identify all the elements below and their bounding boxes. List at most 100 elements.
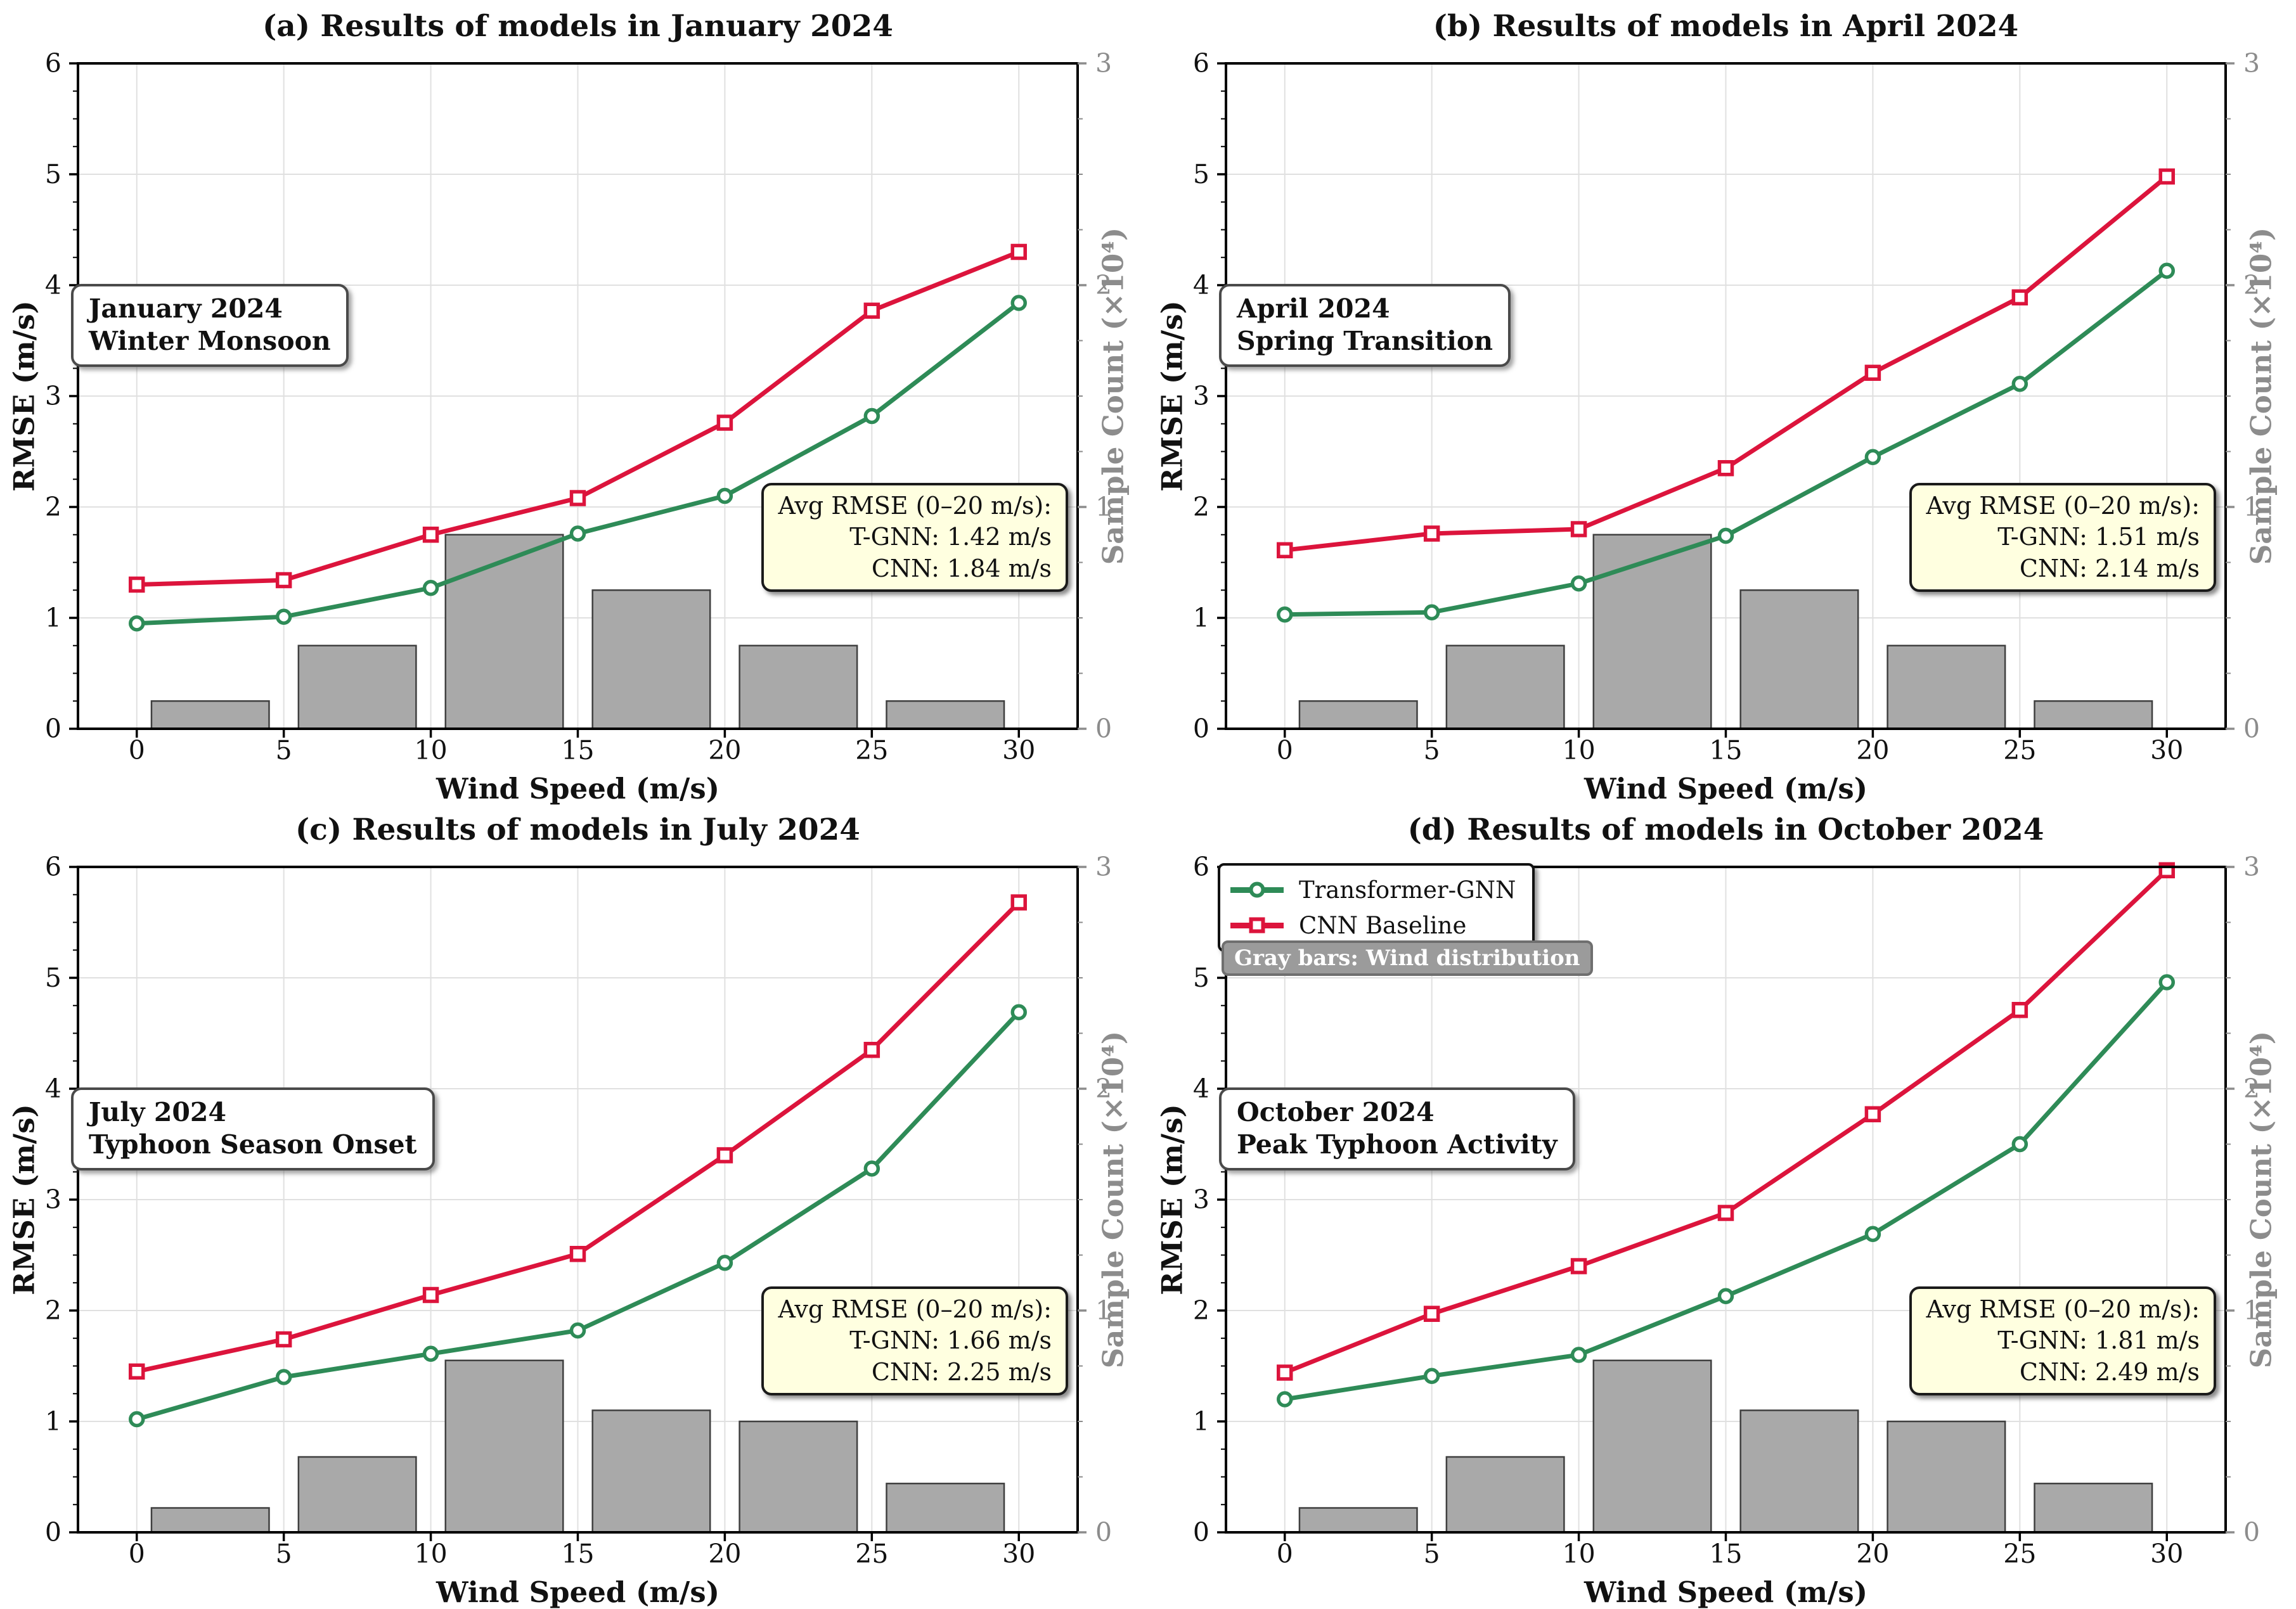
tgnn-marker — [129, 615, 145, 632]
wind-distribution-bar — [1298, 1507, 1418, 1534]
annotation-line: Peak Typhoon Activity — [1237, 1129, 1558, 1160]
legend-item-tgnn: Transformer-GNN — [1230, 872, 1516, 907]
y-left-tick-label: 4 — [1193, 1074, 1209, 1104]
tgnn-marker — [1277, 606, 1293, 623]
wind-distribution-bar — [1445, 644, 1565, 730]
cnn-marker — [129, 576, 145, 593]
y-axis-label-right: Sample Count (×10⁴) — [2244, 1030, 2278, 1369]
cnn-marker — [422, 527, 439, 543]
legend-item-cnn: CNN Baseline — [1230, 907, 1516, 943]
gray-bars-note-badge: Gray bars: Wind distribution — [1222, 940, 1593, 976]
y-right-tick-label: 0 — [1095, 714, 1112, 744]
chart-april-canvas: 0 1 2 3 4 5 6 0 5 10 15 20 25 30 0 1 2 3 — [1193, 48, 2260, 766]
y-left-tick-label: 2 — [1193, 492, 1209, 522]
month-annotation-box: January 2024 Winter Monsoon — [71, 284, 349, 367]
cnn-marker — [1277, 542, 1293, 558]
tgnn-line-swatch — [1230, 881, 1284, 898]
wind-distribution-bar — [444, 1359, 564, 1534]
y-left-tick-label: 3 — [45, 1184, 61, 1215]
y-left-tick-label: 4 — [1193, 270, 1209, 300]
y-right-tick-label: 1 — [1095, 492, 1112, 522]
cnn-marker — [275, 572, 292, 589]
y-left-tick-label: 5 — [1193, 963, 1209, 993]
y-left-tick-label: 5 — [45, 159, 61, 189]
x-tick-label: 30 — [2150, 735, 2183, 766]
annotation-line: Typhoon Season Onset — [89, 1129, 417, 1160]
y-left-tick-label: 0 — [1193, 714, 1209, 744]
avg-rmse-box: Avg RMSE (0–20 m/s): T-GNN: 1.51 m/s CNN… — [1909, 483, 2216, 593]
y-right-tick-label: 2 — [1095, 270, 1112, 300]
tgnn-marker — [1010, 1004, 1027, 1020]
tgnn-marker — [1717, 527, 1734, 544]
x-tick-label: 15 — [561, 1539, 594, 1569]
avg-rmse-box: Avg RMSE (0–20 m/s): T-GNN: 1.81 m/s CNN… — [1909, 1286, 2216, 1396]
avg-rmse-box: Avg RMSE (0–20 m/s): T-GNN: 1.66 m/s CNN… — [761, 1286, 1068, 1396]
cnn-marker — [1010, 894, 1027, 911]
cnn-marker — [569, 490, 586, 506]
x-axis-label: Wind Speed (m/s) — [435, 1575, 719, 1609]
chart-july-canvas: 0 1 2 3 4 5 6 0 5 10 15 20 25 30 0 1 2 3 — [45, 852, 1112, 1569]
wind-distribution-bar — [297, 1456, 417, 1534]
y-right-tick-label: 1 — [2243, 492, 2260, 522]
tgnn-marker — [1864, 1226, 1881, 1242]
cnn-marker — [863, 302, 880, 319]
wind-distribution-bar — [1739, 1409, 1859, 1534]
wind-distribution-bar — [738, 644, 858, 730]
x-axis-label: Wind Speed (m/s) — [1583, 1575, 1867, 1609]
x-tick-label: 0 — [1277, 735, 1293, 766]
cnn-marker — [1423, 525, 1440, 542]
y-right-tick-label: 0 — [2243, 1517, 2260, 1548]
tgnn-marker — [716, 1255, 733, 1271]
annotation-line: Winter Monsoon — [89, 326, 331, 357]
tgnn-marker — [2158, 262, 2175, 279]
avg-rmse-box: Avg RMSE (0–20 m/s): T-GNN: 1.42 m/s CNN… — [761, 483, 1068, 593]
stats-line: CNN: 2.14 m/s — [2019, 554, 2200, 582]
wind-distribution-bar — [2034, 700, 2153, 730]
y-right-tick-label: 3 — [2243, 48, 2260, 79]
cnn-marker — [1864, 364, 1881, 381]
wind-distribution-bar — [886, 1482, 1005, 1534]
subplot-july: 0 1 2 3 4 5 6 0 5 10 15 20 25 30 0 1 2 3 (c) Results of m… — [0, 804, 1148, 1609]
x-tick-label: 15 — [1709, 735, 1742, 766]
x-tick-label: 5 — [1424, 1539, 1440, 1569]
y-left-tick-label: 2 — [45, 492, 61, 522]
y-right-tick-label: 3 — [2243, 852, 2260, 882]
subplot-april: 0 1 2 3 4 5 6 0 5 10 15 20 25 30 0 1 2 3 (b) Results of m… — [1148, 0, 2296, 805]
cnn-marker — [1864, 1106, 1881, 1122]
cnn-marker — [1570, 521, 1587, 537]
tgnn-marker — [1010, 295, 1027, 311]
stats-line: CNN: 2.49 m/s — [2019, 1357, 2200, 1386]
chart-title: (a) Results of models in January 2024 — [262, 9, 893, 44]
x-tick-label: 25 — [855, 735, 888, 766]
y-right-tick-label: 1 — [2243, 1295, 2260, 1326]
cnn-marker — [569, 1246, 586, 1262]
cnn-marker — [716, 414, 733, 431]
x-tick-label: 10 — [1563, 1539, 1596, 1569]
x-tick-label: 0 — [129, 1539, 145, 1569]
tgnn-marker — [275, 608, 292, 625]
wind-distribution-bar — [150, 1507, 270, 1534]
annotation-line: October 2024 — [1237, 1097, 1435, 1127]
tgnn-marker — [1277, 1391, 1293, 1407]
stats-line: Avg RMSE (0–20 m/s): — [778, 492, 1052, 520]
x-tick-label: 30 — [1002, 735, 1035, 766]
y-left-tick-label: 0 — [45, 714, 61, 744]
tgnn-marker — [422, 580, 439, 596]
x-tick-label: 0 — [129, 735, 145, 766]
annotation-line: April 2024 — [1237, 293, 1390, 324]
y-right-tick-label: 0 — [1095, 1517, 1112, 1548]
y-left-tick-label: 2 — [45, 1295, 61, 1326]
x-tick-label: 20 — [708, 1539, 741, 1569]
y-right-tick-label: 2 — [2243, 270, 2260, 300]
wind-distribution-bar — [1445, 1456, 1565, 1534]
y-left-tick-label: 6 — [45, 852, 61, 882]
y-axis-label-right: Sample Count (×10⁴) — [2244, 227, 2278, 565]
legend-label: Transformer-GNN — [1299, 876, 1516, 904]
tgnn-marker — [1570, 1347, 1587, 1363]
y-left-tick-label: 5 — [1193, 159, 1209, 189]
wind-distribution-bar — [1592, 534, 1712, 730]
tgnn-marker — [863, 1160, 880, 1177]
cnn-marker — [1717, 1205, 1734, 1221]
y-axis-label-left: RMSE (m/s) — [1155, 1104, 1189, 1295]
cnn-marker — [2158, 168, 2175, 185]
